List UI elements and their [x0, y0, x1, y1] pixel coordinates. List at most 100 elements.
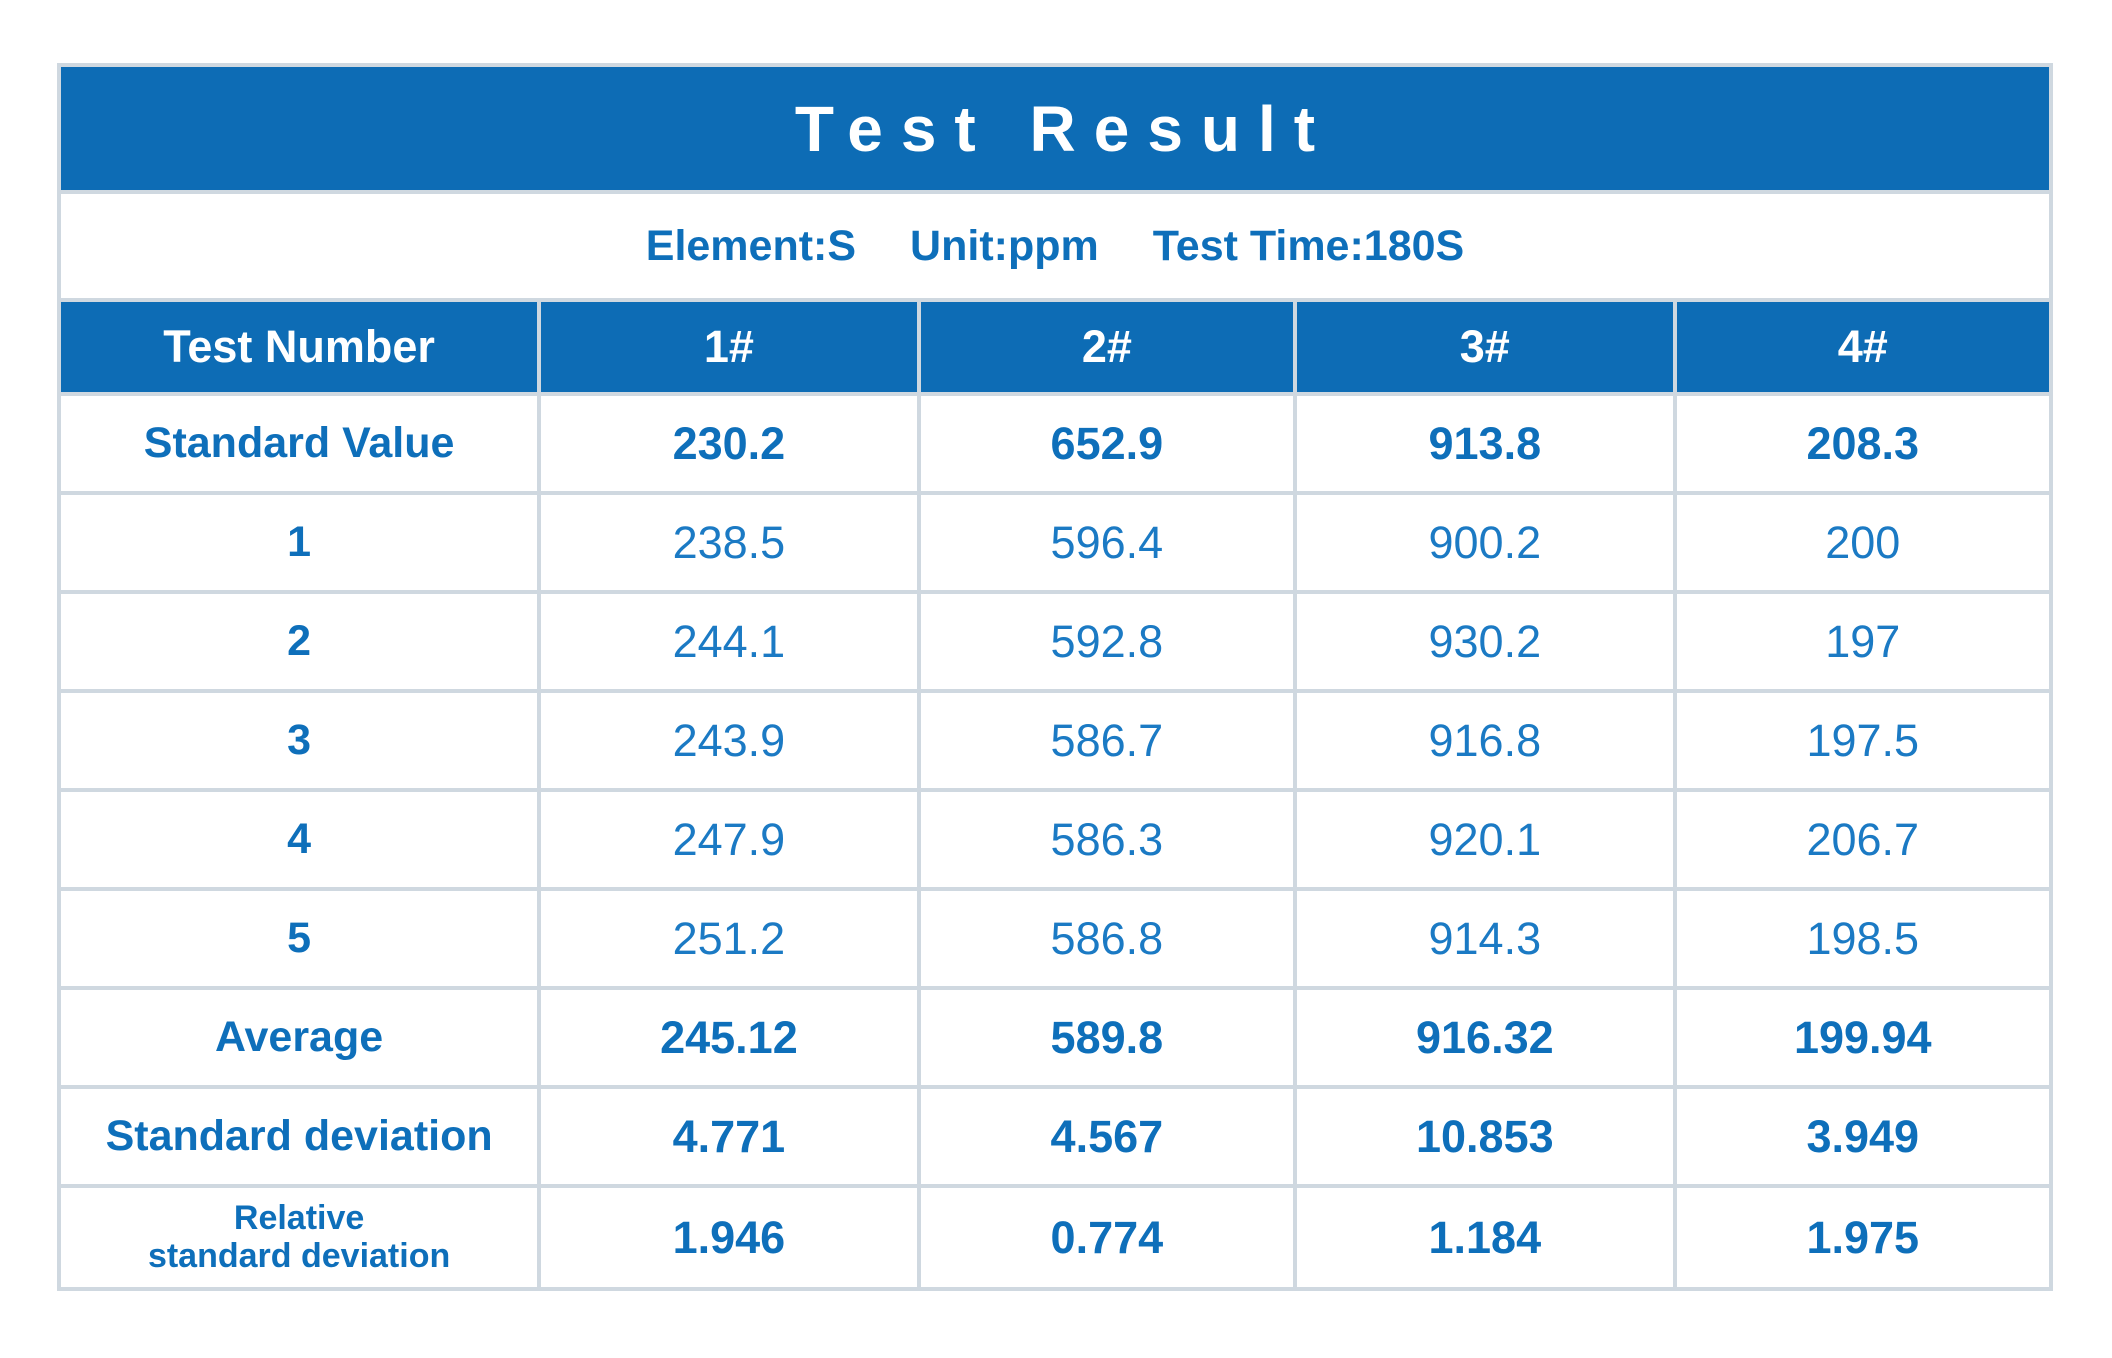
cell-value: 199.94 — [1793, 1011, 1932, 1063]
column-header-4: 4# — [1676, 302, 2049, 392]
row-label-test-5: 5 — [61, 891, 538, 986]
cell-test3-3: 916.8 — [1297, 693, 1673, 788]
column-header-label: 3# — [1459, 321, 1510, 372]
row-label: 1 — [287, 518, 312, 566]
cell-stddev-4: 3.949 — [1676, 1089, 2049, 1184]
row-label: 4 — [287, 815, 312, 863]
row-label-test-2: 2 — [61, 594, 538, 689]
cell-test5-3: 914.3 — [1297, 891, 1673, 986]
cell-value: 914.3 — [1428, 912, 1542, 964]
cell-value: 197 — [1825, 615, 1901, 667]
cell-test5-1: 251.2 — [541, 891, 917, 986]
row-label-relative-standard-deviation: Relative standard deviation — [61, 1188, 538, 1287]
cell-value: 916.8 — [1428, 714, 1542, 766]
cell-average-2: 589.8 — [920, 990, 1294, 1085]
cell-value: 930.2 — [1428, 615, 1542, 667]
cell-test4-2: 586.3 — [920, 792, 1294, 887]
column-header-2: 2# — [920, 302, 1294, 392]
cell-test5-4: 198.5 — [1676, 891, 2049, 986]
cell-average-3: 916.32 — [1297, 990, 1673, 1085]
column-header-label: 1# — [703, 321, 754, 372]
cell-value: 920.1 — [1428, 813, 1542, 865]
cell-test4-1: 247.9 — [541, 792, 917, 887]
cell-value: 1.946 — [672, 1211, 786, 1263]
cell-average-4: 199.94 — [1676, 990, 2049, 1085]
row-label-test-3: 3 — [61, 693, 538, 788]
column-header-3: 3# — [1297, 302, 1673, 392]
subtitle-unit: Unit:ppm — [910, 221, 1099, 270]
cell-value: 652.9 — [1050, 417, 1164, 469]
cell-value: 1.184 — [1428, 1211, 1542, 1263]
cell-test4-4: 206.7 — [1676, 792, 2049, 887]
cell-test1-2: 596.4 — [920, 495, 1294, 590]
cell-average-1: 245.12 — [541, 990, 917, 1085]
column-header-1: 1# — [541, 302, 917, 392]
table-title: Test Result — [794, 92, 1334, 165]
row-label: 3 — [287, 716, 312, 764]
cell-value: 197.5 — [1806, 714, 1920, 766]
row-label: Standard deviation — [105, 1112, 493, 1160]
subtitle-test-time: Test Time:180S — [1152, 221, 1465, 270]
cell-value: 208.3 — [1806, 417, 1920, 469]
table-subtitle-row: Element:S Unit:ppm Test Time:180S — [61, 194, 2049, 298]
cell-test2-1: 244.1 — [541, 594, 917, 689]
cell-value: 251.2 — [672, 912, 786, 964]
row-label: Standard Value — [143, 419, 455, 467]
row-label-line-1: Relative — [233, 1199, 365, 1238]
cell-test3-4: 197.5 — [1676, 693, 2049, 788]
cell-value: 244.1 — [672, 615, 786, 667]
row-label-test-1: 1 — [61, 495, 538, 590]
row-label: 2 — [287, 617, 312, 665]
column-header-test-number: Test Number — [61, 302, 538, 392]
cell-value: 10.853 — [1415, 1110, 1554, 1162]
cell-relstddev-4: 1.975 — [1676, 1188, 2049, 1287]
cell-standard-value-1: 230.2 — [541, 396, 917, 491]
cell-value: 238.5 — [672, 516, 786, 568]
cell-stddev-3: 10.853 — [1297, 1089, 1673, 1184]
cell-relstddev-2: 0.774 — [920, 1188, 1294, 1287]
cell-value: 243.9 — [672, 714, 786, 766]
cell-test1-4: 200 — [1676, 495, 2049, 590]
cell-stddev-2: 4.567 — [920, 1089, 1294, 1184]
cell-value: 592.8 — [1050, 615, 1164, 667]
cell-value: 586.7 — [1050, 714, 1164, 766]
cell-value: 4.771 — [672, 1110, 786, 1162]
cell-test4-3: 920.1 — [1297, 792, 1673, 887]
row-label-average: Average — [61, 990, 538, 1085]
cell-value: 586.8 — [1050, 912, 1164, 964]
test-result-table: Test Result Element:S Unit:ppm Test Time… — [57, 63, 2053, 1291]
row-label: Average — [215, 1013, 384, 1061]
cell-value: 596.4 — [1050, 516, 1164, 568]
cell-value: 198.5 — [1806, 912, 1920, 964]
cell-test2-3: 930.2 — [1297, 594, 1673, 689]
column-header-label: Test Number — [163, 321, 435, 372]
row-label-line-2: standard deviation — [147, 1236, 451, 1275]
cell-test1-1: 238.5 — [541, 495, 917, 590]
cell-relstddev-3: 1.184 — [1297, 1188, 1673, 1287]
row-label: 5 — [287, 914, 312, 962]
cell-value: 1.975 — [1806, 1211, 1920, 1263]
cell-test3-2: 586.7 — [920, 693, 1294, 788]
cell-value: 0.774 — [1050, 1211, 1164, 1263]
cell-test1-3: 900.2 — [1297, 495, 1673, 590]
cell-value: 206.7 — [1806, 813, 1920, 865]
cell-standard-value-3: 913.8 — [1297, 396, 1673, 491]
row-label-standard-value: Standard Value — [61, 396, 538, 491]
cell-test3-1: 243.9 — [541, 693, 917, 788]
cell-relstddev-1: 1.946 — [541, 1188, 917, 1287]
column-header-label: 2# — [1081, 321, 1132, 372]
cell-stddev-1: 4.771 — [541, 1089, 917, 1184]
cell-standard-value-2: 652.9 — [920, 396, 1294, 491]
cell-value: 230.2 — [672, 417, 786, 469]
cell-value: 4.567 — [1050, 1110, 1164, 1162]
table-title-bar: Test Result — [61, 67, 2049, 190]
cell-value: 589.8 — [1050, 1011, 1164, 1063]
cell-test5-2: 586.8 — [920, 891, 1294, 986]
cell-standard-value-4: 208.3 — [1676, 396, 2049, 491]
row-label-standard-deviation: Standard deviation — [61, 1089, 538, 1184]
cell-test2-2: 592.8 — [920, 594, 1294, 689]
column-header-label: 4# — [1837, 321, 1888, 372]
cell-value: 3.949 — [1806, 1110, 1920, 1162]
subtitle-element: Element:S — [645, 221, 857, 270]
row-label-test-4: 4 — [61, 792, 538, 887]
